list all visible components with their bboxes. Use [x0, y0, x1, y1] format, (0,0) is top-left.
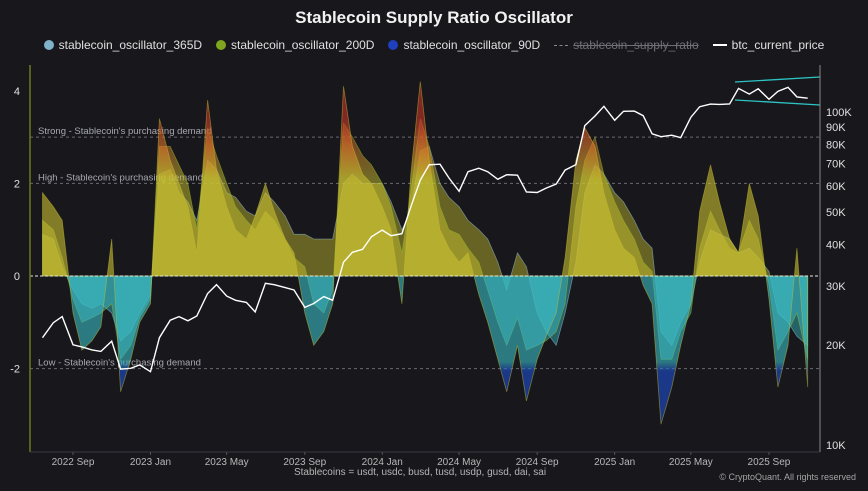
x-tick-label: 2022 Sep	[52, 457, 95, 468]
chart-title: Stablecoin Supply Ratio Oscillator	[295, 8, 573, 27]
x-tick-label: 2023 Sep	[283, 457, 326, 468]
legend-label: btc_current_price	[731, 38, 825, 52]
x-tick-label: 2025 May	[669, 457, 713, 468]
area-oscillator-90d	[42, 81, 809, 425]
right-tick-label: 30K	[826, 281, 846, 293]
left-tick-label: 2	[14, 178, 20, 190]
left-tick-label: 0	[14, 271, 20, 283]
legend-dash-icon	[554, 44, 569, 46]
right-tick-label: 60K	[826, 181, 846, 193]
legend-item-btc-price[interactable]: btc_current_price	[712, 38, 825, 52]
legend-item-365d[interactable]: stablecoin_oscillator_365D	[43, 38, 203, 52]
right-tick-label: 70K	[826, 159, 846, 171]
x-tick-label: 2025 Sep	[748, 457, 791, 468]
legend-label: stablecoin_supply_ratio	[573, 38, 699, 52]
x-tick-label: 2023 Jan	[130, 457, 171, 468]
legend-label: stablecoin_oscillator_90D	[403, 38, 541, 52]
right-tick-label: 20K	[826, 340, 846, 352]
left-tick-label: 4	[14, 86, 20, 98]
right-tick-label: 100K	[826, 107, 852, 119]
reference-line-label: Strong - Stablecoin's purchasing demand	[38, 126, 211, 137]
legend-label: stablecoin_oscillator_200D	[231, 38, 375, 52]
reference-line-label: High - Stablecoin's purchasing demand	[38, 172, 203, 183]
right-tick-label: 80K	[826, 139, 846, 151]
legend-item-90d[interactable]: stablecoin_oscillator_90D	[388, 38, 540, 52]
right-tick-label: 40K	[826, 240, 846, 252]
legend-marker-icon	[216, 40, 227, 50]
channel-lower-line	[734, 99, 821, 106]
x-tick-label: 2024 May	[437, 457, 481, 468]
x-tick-label: 2024 Jan	[362, 457, 403, 468]
legend-marker-icon	[388, 40, 399, 50]
x-tick-label: 2023 May	[205, 457, 249, 468]
legend-item-supply-ratio[interactable]: stablecoin_supply_ratio	[554, 38, 699, 52]
x-tick-label: 2025 Jan	[594, 457, 635, 468]
right-tick-label: 50K	[826, 207, 846, 219]
copyright: © CryptoQuant. All rights reserved	[719, 472, 856, 482]
btc-price-line	[41, 86, 808, 373]
channel-upper-line	[734, 76, 821, 83]
legend-label: stablecoin_oscillator_365D	[58, 38, 203, 52]
footer-note: Stablecoins = usdt, usdc, busd, tusd, us…	[293, 467, 547, 478]
legend: stablecoin_oscillator_365D stablecoin_os…	[0, 38, 868, 52]
left-tick-label: -2	[10, 364, 20, 376]
x-tick-label: 2024 Sep	[516, 457, 559, 468]
right-tick-label: 90K	[826, 122, 846, 134]
legend-item-200d[interactable]: stablecoin_oscillator_200D	[216, 38, 374, 52]
right-tick-label: 10K	[826, 440, 846, 452]
legend-marker-icon	[43, 40, 54, 50]
legend-line-icon	[712, 44, 727, 46]
